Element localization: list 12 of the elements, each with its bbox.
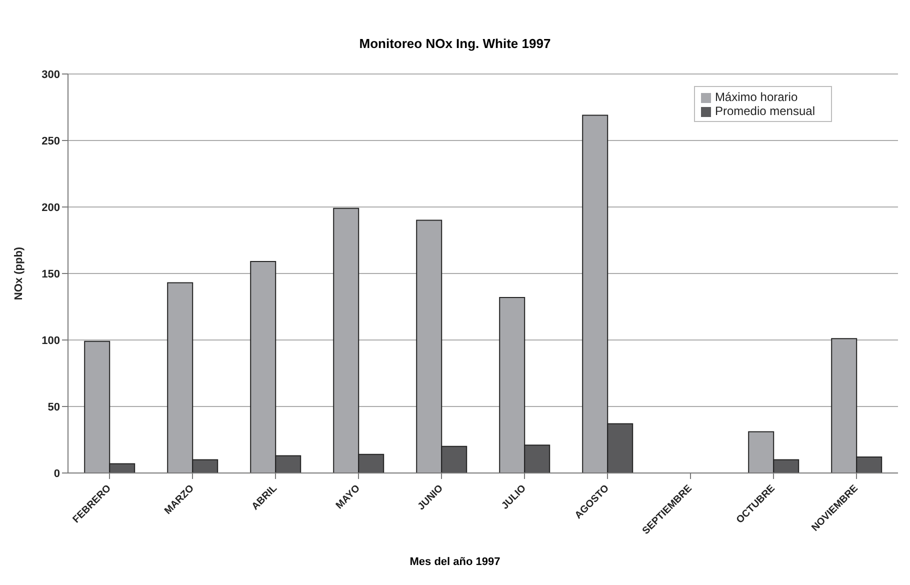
- legend-label: Máximo horario: [714, 90, 798, 104]
- chart-title: Monitoreo NOx Ing. White 1997: [358, 36, 552, 51]
- y-tick-label: 300: [42, 68, 60, 81]
- legend-label: Promedio mensual: [714, 104, 815, 118]
- y-axis-title: NOx (ppb): [12, 246, 25, 300]
- y-tick-label: 0: [54, 468, 60, 480]
- x-axis-title: Mes del año 1997: [408, 556, 502, 568]
- y-tick-label: 50: [48, 401, 60, 414]
- y-tick-label: 150: [42, 268, 60, 280]
- y-tick-label: 250: [42, 135, 60, 148]
- y-tick-label: 200: [42, 202, 60, 214]
- y-tick-label: 100: [42, 334, 60, 347]
